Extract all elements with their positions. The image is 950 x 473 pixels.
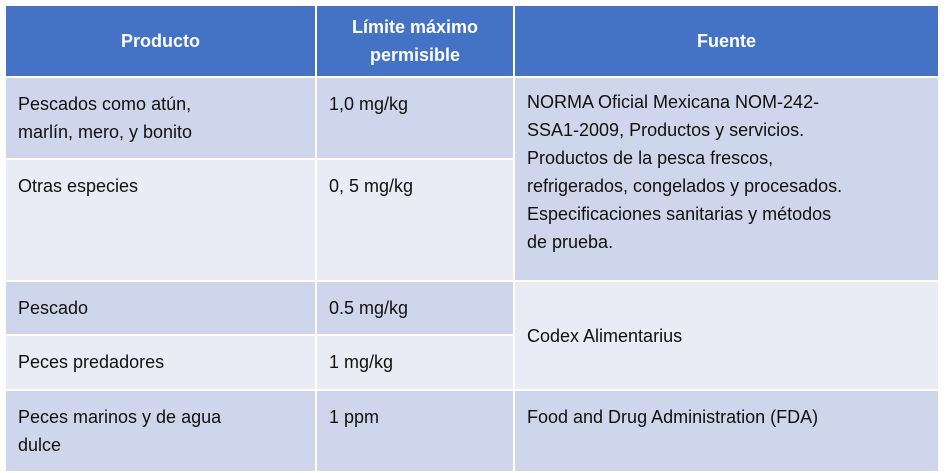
text-line: NORMA Oficial Mexicana NOM-242- <box>527 92 820 112</box>
limit-cell: 1 mg/kg <box>315 334 515 391</box>
text-line: refrigerados, congelados y procesados. <box>527 176 843 196</box>
table-body: Pescados como atún, marlín, mero, y bonit… <box>4 76 940 473</box>
product-cell: Pescado <box>4 280 317 336</box>
header-cell: Fuente <box>513 4 940 78</box>
text-line: SSA1-2009, Productos y servicios. <box>527 120 805 140</box>
text-line: Otras especies <box>18 176 139 196</box>
text-line: Productos de la pesca frescos, <box>527 148 774 168</box>
header-row: Producto Límite máximo permisible Fuente <box>4 4 940 78</box>
table-row: Pescado 0.5 mg/kg Codex Alimentarius <box>4 280 940 391</box>
table-row: Otras especies 0, 5 mg/kg <box>4 158 939 282</box>
text-line: Food and Drug Administration (FDA) <box>527 407 819 427</box>
text-line: Producto <box>121 31 200 51</box>
text-line: Pescados como atún, <box>18 94 192 114</box>
source-cell: NORMA Oficial Mexicana NOM-242- SSA1-2009… <box>513 76 940 282</box>
limit-cell: 0, 5 mg/kg <box>315 158 515 282</box>
text-line: Peces predadores <box>18 352 165 372</box>
table-row: Pescados como atún, marlín, mero, y bonit… <box>4 76 940 282</box>
source-cell: Codex Alimentarius <box>513 280 940 391</box>
limit-cell: 0.5 mg/kg <box>315 280 515 336</box>
limit-cell: 1,0 mg/kg <box>315 76 515 160</box>
table-row: Peces predadores 1 mg/kg <box>4 334 939 391</box>
text-line: Codex Alimentarius <box>527 325 683 346</box>
text-line: Límite máximo <box>351 17 479 37</box>
text-line: dulce <box>18 435 62 455</box>
table-row: Peces marinos y de agua dulce 1 ppm Food an… <box>4 389 940 473</box>
text-line: 1,0 mg/kg <box>329 94 409 114</box>
source-cell: Food and Drug Administration (FDA) <box>513 389 940 473</box>
product-cell: Pescados como atún, marlín, mero, y bonit… <box>4 76 317 160</box>
product-cell: Peces predadores <box>4 334 317 391</box>
text-line: Pescado <box>18 298 89 318</box>
text-line: 1 mg/kg <box>329 352 394 372</box>
limit-cell: 1 ppm <box>315 389 515 473</box>
product-cell: Peces marinos y de agua dulce <box>4 389 317 473</box>
header-cell: Producto <box>4 4 317 78</box>
text-line: marlín, mero, y bonito <box>18 122 193 142</box>
text-line: Especificaciones sanitarias y métodos <box>527 204 832 224</box>
product-cell: Otras especies <box>4 158 317 282</box>
text-line: Peces marinos y de agua <box>18 407 222 427</box>
text-line: 0, 5 mg/kg <box>329 176 414 196</box>
text-line: permisible <box>369 45 461 65</box>
text-line: de prueba. <box>527 232 614 252</box>
text-line: 1 ppm <box>329 407 380 427</box>
header-cell: Límite máximo permisible <box>315 4 515 78</box>
table: Producto Límite máximo permisible Fuente Pe… <box>4 4 940 473</box>
page: Producto Límite máximo permisible Fuente Pe… <box>4 4 940 473</box>
text-line: 0.5 mg/kg <box>329 298 409 318</box>
text-line: Fuente <box>696 31 756 51</box>
